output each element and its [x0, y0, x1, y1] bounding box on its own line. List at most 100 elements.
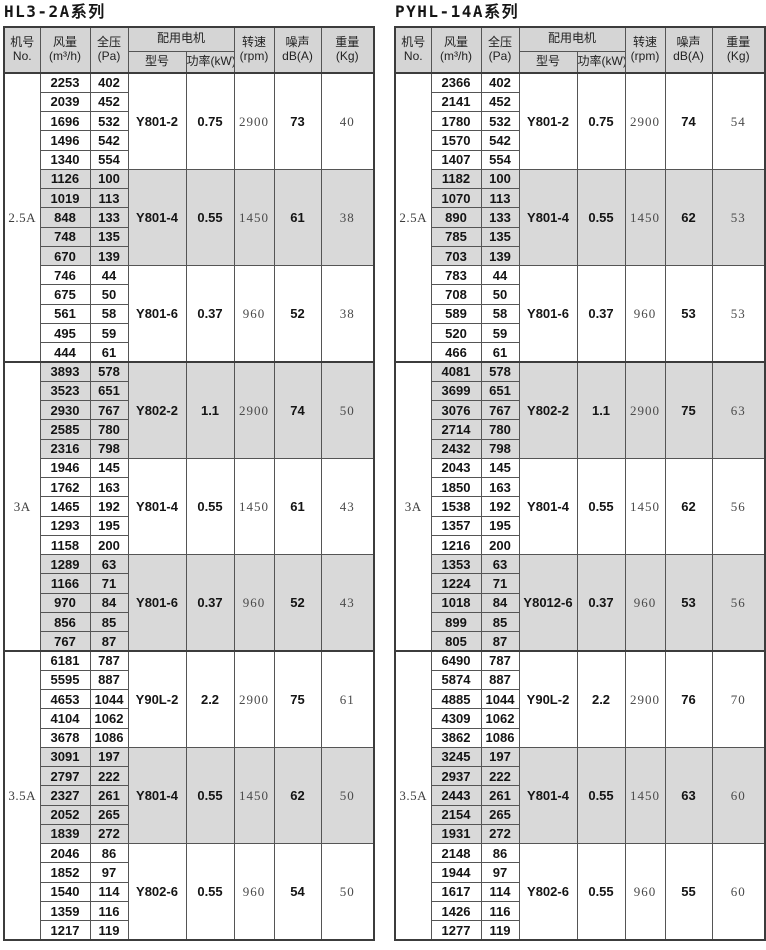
table-row: 2797 222 — [4, 766, 374, 787]
table-row: 3699 651 — [395, 380, 765, 402]
col-header-label: 全压 — [96, 35, 121, 50]
rpm-cell: 2900 — [624, 649, 666, 748]
header-row-main: 机号 No. 风量 (m³/h) 全压 (Pa) 配用电机 转速 (rpm) — [3, 26, 375, 74]
airflow-cell: 1216 — [430, 534, 482, 556]
table-row: 783 44 Y801-6 0.37 960 53 53 — [395, 265, 766, 363]
airflow-cell: 1289 — [39, 554, 91, 575]
motor-model-cell: Y801-4 — [518, 457, 578, 556]
pressure-cell: 145 — [480, 457, 520, 479]
motor-power-cell: 1.1 — [185, 360, 235, 459]
rpm-cell: 1450 — [624, 168, 666, 267]
airflow-cell: 561 — [39, 303, 91, 324]
noise-cell: 61 — [273, 168, 322, 267]
pressure-cell: 71 — [480, 573, 520, 594]
weight-cell: 70 — [711, 649, 766, 748]
noise-cell: 61 — [273, 457, 322, 556]
pressure-cell: 532 — [89, 111, 129, 132]
pressure-cell: 145 — [89, 457, 129, 479]
airflow-cell: 785 — [430, 226, 482, 247]
motor-model-cell: Y8012-6 — [518, 554, 578, 652]
pressure-cell: 261 — [480, 785, 520, 806]
table-row: 2316 798 — [4, 438, 374, 459]
table-row: 4309 1062 — [395, 708, 765, 729]
airflow-cell: 3076 — [430, 400, 482, 421]
table-row: 1293 195 — [4, 515, 374, 536]
col-header-label: (Kg) — [335, 49, 359, 63]
pressure-cell: 192 — [89, 496, 129, 517]
motor-model-cell: Y90L-2 — [518, 649, 578, 748]
pressure-cell: 87 — [480, 631, 520, 652]
airflow-cell: 1018 — [430, 592, 482, 613]
col-header-label: (Pa) — [488, 49, 512, 63]
rpm-cell: 2900 — [233, 360, 275, 459]
weight-cell: 38 — [320, 265, 375, 363]
pressure-cell: 200 — [480, 534, 520, 556]
pressure-cell: 113 — [89, 188, 129, 209]
pressure-cell: 116 — [480, 900, 520, 922]
pressure-cell: 50 — [89, 284, 129, 305]
table-row: 703 139 — [395, 245, 765, 267]
table-row: 970 84 — [4, 592, 374, 613]
airflow-cell: 589 — [430, 303, 482, 324]
airflow-cell: 1070 — [430, 188, 482, 209]
pressure-cell: 135 — [89, 226, 129, 247]
table-row: 1217 119 — [4, 920, 374, 941]
airflow-cell: 670 — [39, 245, 91, 267]
table-row: 2930 767 — [4, 400, 374, 421]
airflow-cell: 6181 — [39, 649, 91, 671]
pressure-cell: 578 — [480, 360, 520, 382]
airflow-cell: 1126 — [39, 168, 91, 190]
airflow-cell: 3245 — [430, 746, 482, 768]
noise-cell: 74 — [664, 71, 713, 170]
airflow-cell: 856 — [39, 611, 91, 633]
col-header-motor-group: 配用电机 — [518, 26, 626, 52]
col-header-label: 噪声 — [285, 35, 310, 50]
col-header-label: 风量 — [443, 35, 468, 50]
col-header-label: dB(A) — [673, 49, 704, 63]
model-no-cell: 2.5A — [394, 72, 432, 363]
table-row: 2443 261 — [395, 785, 765, 806]
pressure-cell: 114 — [89, 881, 129, 902]
pressure-cell: 133 — [480, 207, 520, 228]
table-row: 785 135 — [395, 226, 765, 247]
col-header-rpm: 转速 (rpm) — [624, 26, 666, 74]
pressure-cell: 197 — [89, 746, 129, 768]
col-header-label: (Kg) — [726, 49, 750, 63]
pressure-cell: 261 — [89, 785, 129, 806]
airflow-cell: 2585 — [39, 419, 91, 440]
airflow-cell: 1465 — [39, 496, 91, 517]
motor-model-cell: Y801-2 — [127, 71, 187, 170]
airflow-cell: 495 — [39, 322, 91, 344]
table-row: 1340 554 — [4, 149, 374, 170]
airflow-cell: 708 — [430, 284, 482, 305]
airflow-cell: 1357 — [430, 515, 482, 536]
pressure-cell: 197 — [480, 746, 520, 768]
airflow-cell: 6490 — [430, 649, 482, 671]
col-header-noise: 噪声 dB(A) — [664, 26, 713, 74]
motor-power-cell: 0.55 — [185, 168, 235, 267]
rpm-cell: 1450 — [233, 457, 275, 556]
airflow-cell: 5874 — [430, 669, 482, 691]
airflow-cell: 1407 — [430, 149, 482, 170]
col-header-label: 机号 — [401, 35, 426, 50]
motor-model-cell: Y801-4 — [127, 168, 187, 267]
airflow-cell: 2366 — [430, 71, 482, 93]
airflow-cell: 1158 — [39, 534, 91, 556]
col-header-model-no: 机号 No. — [3, 26, 41, 74]
table-row: 805 87 — [395, 631, 765, 652]
noise-cell: 63 — [664, 746, 713, 845]
airflow-cell: 805 — [430, 631, 482, 652]
pressure-cell: 163 — [89, 477, 129, 498]
col-header-weight: 重量 (Kg) — [320, 26, 375, 74]
table-body: 2.5A 2253 402 Y801-2 0.75 2900 73 40 2039 452 1696… — [3, 71, 375, 941]
pressure-cell: 59 — [89, 322, 129, 344]
table-row: 1762 163 — [4, 477, 374, 498]
pressure-cell: 402 — [480, 71, 520, 93]
pressure-cell: 272 — [480, 823, 520, 845]
pressure-cell: 887 — [89, 669, 129, 691]
rpm-cell: 2900 — [624, 71, 666, 170]
table-row: 1018 84 — [395, 592, 765, 613]
col-header-label: 全压 — [487, 35, 512, 50]
noise-cell: 53 — [664, 265, 713, 363]
airflow-cell: 2714 — [430, 419, 482, 440]
